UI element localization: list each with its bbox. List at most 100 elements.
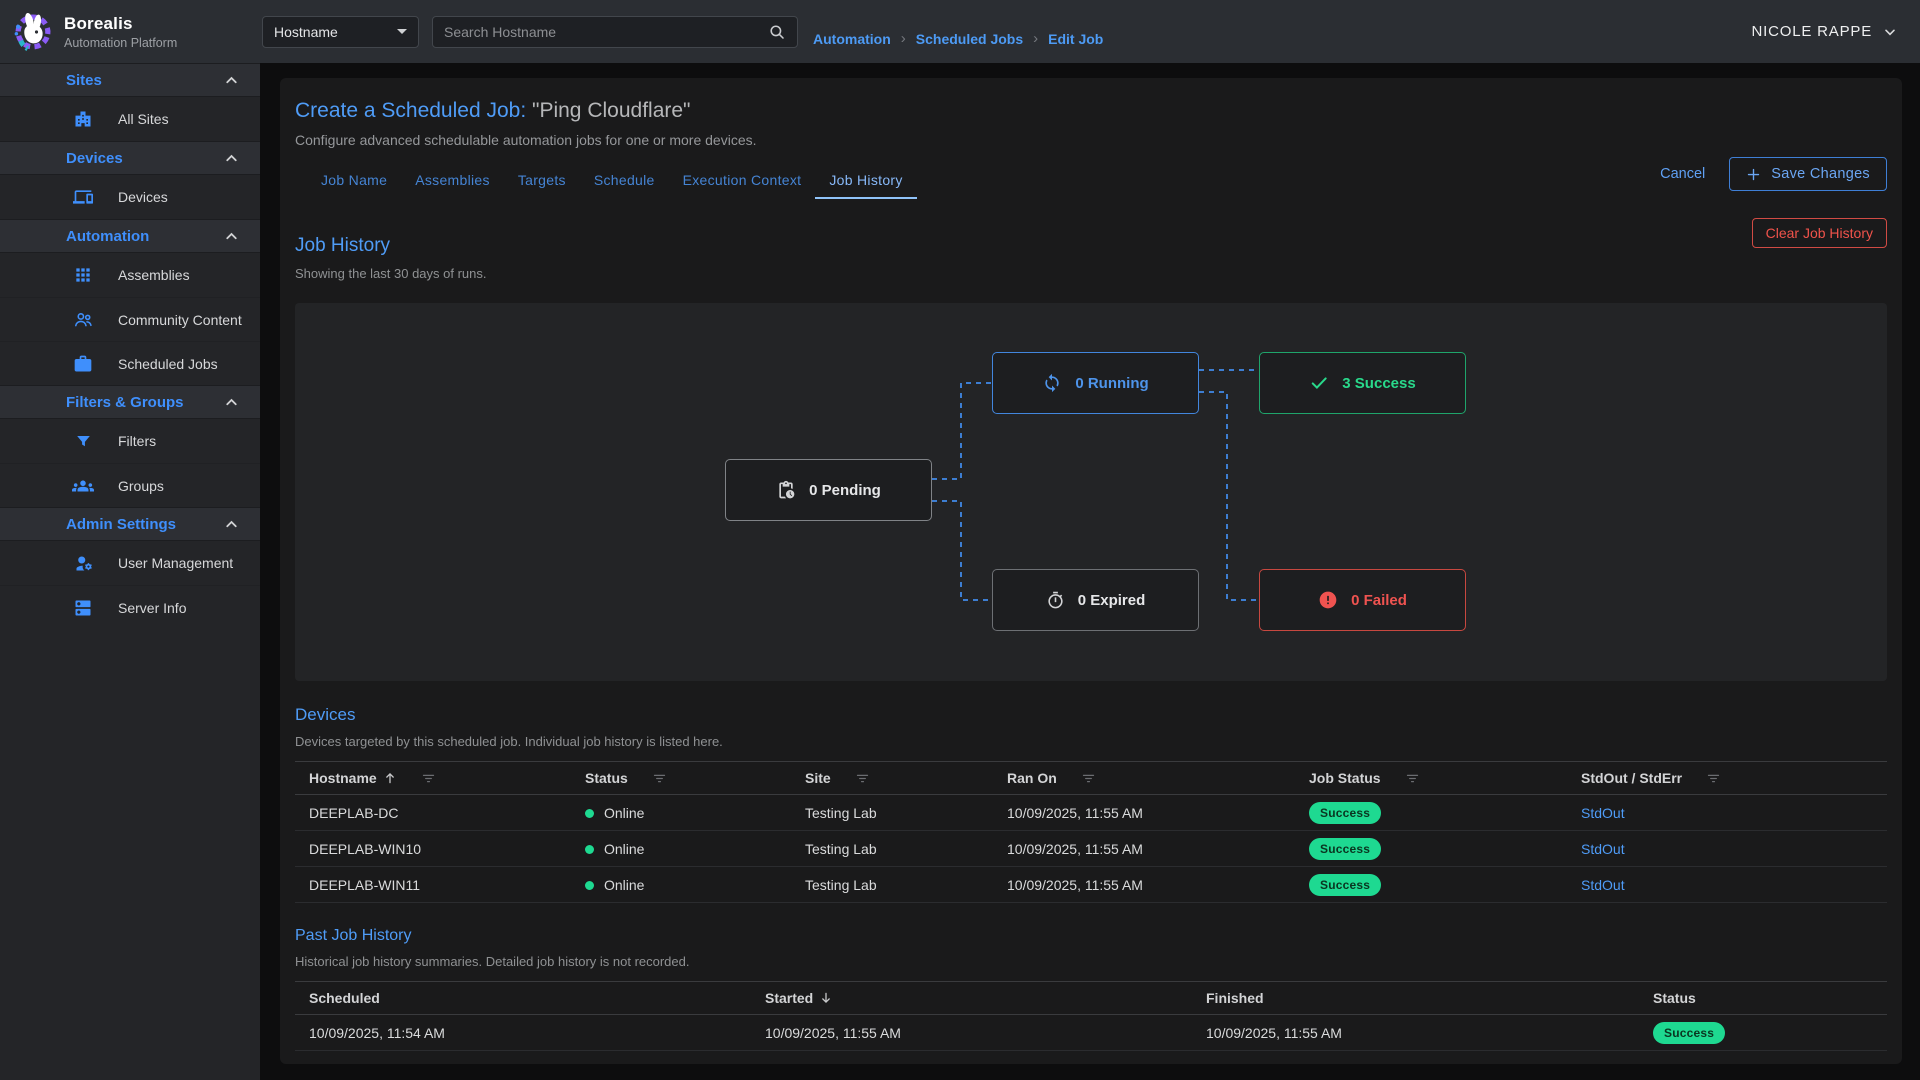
search-icon[interactable]: [768, 23, 786, 41]
sidebar-item-label: Community Content: [118, 312, 242, 328]
search-input[interactable]: [444, 24, 768, 40]
sidebar-item-label: Assemblies: [118, 267, 190, 283]
sidebar-item-community-content[interactable]: Community Content: [0, 297, 260, 341]
cell-status: Online: [571, 831, 791, 867]
cell-ran-on: 10/09/2025, 11:55 AM: [993, 831, 1295, 867]
flow-node-pending[interactable]: 0 Pending: [725, 459, 932, 521]
column-header-stdout-stderr[interactable]: StdOut / StdErr: [1581, 770, 1721, 786]
tab-execution-context[interactable]: Execution Context: [669, 165, 816, 199]
cell-job-status: Success: [1295, 867, 1567, 903]
cell-scheduled: 10/09/2025, 11:54 AM: [295, 1015, 751, 1051]
filter-menu-icon[interactable]: [1405, 771, 1420, 786]
table-row[interactable]: DEEPLAB-DC Online Testing Lab 10/09/2025…: [295, 795, 1887, 831]
cell-stdout: StdOut: [1567, 795, 1887, 831]
clear-job-history-button[interactable]: Clear Job History: [1752, 218, 1887, 248]
breadcrumb-separator: ›: [901, 30, 906, 47]
sidebar-item-groups[interactable]: Groups: [0, 463, 260, 507]
save-changes-button[interactable]: Save Changes: [1729, 157, 1887, 191]
sidebar-section-label: Automation: [66, 228, 149, 245]
sidebar-section-devices[interactable]: Devices: [0, 141, 260, 175]
sidebar-item-server-info[interactable]: Server Info: [0, 585, 260, 629]
sidebar-item-user-management[interactable]: User Management: [0, 541, 260, 585]
column-header-status[interactable]: Status: [585, 770, 667, 786]
column-header-hostname[interactable]: Hostname: [309, 770, 436, 786]
online-status-dot: [585, 809, 594, 818]
cell-job-status: Success: [1295, 795, 1567, 831]
app-logo: Borealis Automation Platform: [0, 11, 260, 53]
app-tagline: Automation Platform: [64, 36, 177, 50]
sidebar-item-assemblies[interactable]: Assemblies: [0, 253, 260, 297]
flow-node-success[interactable]: 3 Success: [1259, 352, 1466, 414]
sidebar-item-filters[interactable]: Filters: [0, 419, 260, 463]
page-title-job-name: "Ping Cloudflare": [532, 99, 691, 122]
briefcase-icon: [72, 354, 94, 374]
search-box: [432, 16, 798, 48]
cell-status: Success: [1639, 1015, 1887, 1051]
stdout-link[interactable]: StdOut: [1581, 841, 1625, 857]
table-row[interactable]: DEEPLAB-WIN10 Online Testing Lab 10/09/2…: [295, 831, 1887, 867]
cell-status: Online: [571, 867, 791, 903]
chevron-up-icon: [223, 72, 240, 89]
rabbit-logo-icon: [12, 11, 54, 53]
filter-menu-icon[interactable]: [652, 771, 667, 786]
sidebar-item-devices[interactable]: Devices: [0, 175, 260, 219]
user-menu[interactable]: NICOLE RAPPE: [1752, 23, 1898, 40]
chevron-up-icon: [223, 228, 240, 245]
sidebar-item-label: All Sites: [118, 111, 169, 127]
sidebar-section-filters-groups[interactable]: Filters & Groups: [0, 385, 260, 419]
column-header-scheduled[interactable]: Scheduled: [309, 990, 380, 1006]
sync-icon: [1042, 373, 1062, 393]
tab-job-name[interactable]: Job Name: [307, 165, 401, 199]
tab-schedule[interactable]: Schedule: [580, 165, 669, 199]
cancel-button[interactable]: Cancel: [1660, 166, 1705, 182]
flow-node-expired[interactable]: 0 Expired: [992, 569, 1199, 631]
hostname-select-value: Hostname: [274, 24, 338, 40]
column-header-site[interactable]: Site: [805, 770, 870, 786]
flow-node-failed[interactable]: 0 Failed: [1259, 569, 1466, 631]
sidebar-item-label: User Management: [118, 555, 233, 571]
sort-ascending-icon[interactable]: [383, 771, 397, 785]
sidebar-item-label: Groups: [118, 478, 164, 494]
sidebar-item-all-sites[interactable]: All Sites: [0, 97, 260, 141]
people-icon: [72, 309, 94, 330]
column-header-job-status[interactable]: Job Status: [1309, 770, 1420, 786]
stdout-link[interactable]: StdOut: [1581, 805, 1625, 821]
job-history-heading: Job History: [295, 235, 1887, 257]
cell-hostname: DEEPLAB-DC: [295, 795, 571, 831]
sidebar-item-scheduled-jobs[interactable]: Scheduled Jobs: [0, 341, 260, 385]
stdout-link[interactable]: StdOut: [1581, 877, 1625, 893]
tab-assemblies[interactable]: Assemblies: [401, 165, 504, 199]
flow-node-running[interactable]: 0 Running: [992, 352, 1199, 414]
flow-node-label: 0 Running: [1075, 375, 1148, 392]
content-card: Create a Scheduled Job: "Ping Cloudflare…: [280, 78, 1902, 1064]
column-header-ran-on[interactable]: Ran On: [1007, 770, 1096, 786]
breadcrumb-edit-job[interactable]: Edit Job: [1048, 31, 1103, 47]
cell-started: 10/09/2025, 11:55 AM: [751, 1015, 1192, 1051]
filter-menu-icon[interactable]: [855, 771, 870, 786]
breadcrumb-separator: ›: [1033, 30, 1038, 47]
column-header-finished[interactable]: Finished: [1206, 990, 1264, 1006]
sort-descending-icon[interactable]: [819, 991, 833, 1005]
breadcrumb: Automation › Scheduled Jobs › Edit Job: [813, 30, 1103, 47]
breadcrumb-scheduled-jobs[interactable]: Scheduled Jobs: [916, 31, 1023, 47]
filter-menu-icon[interactable]: [1081, 771, 1096, 786]
sidebar-section-sites[interactable]: Sites: [0, 63, 260, 97]
job-status-flow-diagram: 0 Pending 0 Running 3 Success 0 Expired …: [295, 303, 1887, 681]
tab-targets[interactable]: Targets: [504, 165, 580, 199]
filter-menu-icon[interactable]: [421, 771, 436, 786]
filter-menu-icon[interactable]: [1706, 771, 1721, 786]
table-row[interactable]: 10/09/2025, 11:54 AM 10/09/2025, 11:55 A…: [295, 1015, 1887, 1051]
table-row[interactable]: DEEPLAB-WIN11 Online Testing Lab 10/09/2…: [295, 867, 1887, 903]
hostname-select[interactable]: Hostname: [262, 16, 419, 48]
column-header-started[interactable]: Started: [765, 990, 833, 1006]
column-header-status[interactable]: Status: [1653, 990, 1696, 1006]
sidebar-section-admin-settings[interactable]: Admin Settings: [0, 507, 260, 541]
devices-heading: Devices: [295, 705, 1887, 725]
chevron-up-icon: [223, 516, 240, 533]
cell-status: Online: [571, 795, 791, 831]
sidebar-section-automation[interactable]: Automation: [0, 219, 260, 253]
tab-job-history[interactable]: Job History: [815, 165, 916, 199]
status-badge: Success: [1653, 1022, 1725, 1044]
chevron-up-icon: [223, 394, 240, 411]
breadcrumb-automation[interactable]: Automation: [813, 31, 891, 47]
